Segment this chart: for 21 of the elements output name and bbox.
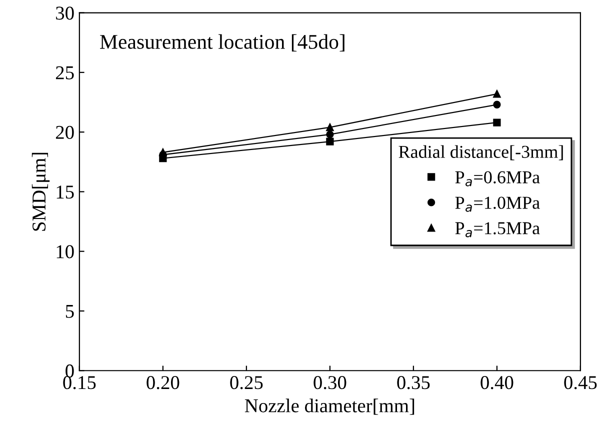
x-tick-label: 0.45: [564, 376, 597, 390]
y-tick-label: 20: [56, 126, 74, 139]
x-tick-label: 0.35: [397, 376, 430, 390]
y-tick-label: 5: [66, 304, 74, 318]
x-tick-label: 0.30: [314, 376, 346, 390]
y-tick-label: 25: [56, 66, 74, 80]
legend-label: P$_{a}$=1.0MPa: [455, 196, 540, 212]
x-tick-label: 0.25: [230, 376, 263, 390]
annotation: Measurement location [45do]: [100, 34, 344, 52]
y-tick-label: 30: [56, 6, 74, 20]
x-tick-label: 0.15: [63, 376, 96, 390]
y-tick-label: 15: [56, 186, 74, 199]
y-tick-label: 0: [66, 364, 74, 378]
x-tick-label: 0.20: [146, 376, 180, 390]
y-axis-title: SMD[μm]: [32, 152, 50, 231]
y-tick-label: 10: [56, 245, 74, 258]
x-axis-title: Nozzle diameter[mm]: [244, 398, 414, 415]
x-tick-label: 0.40: [480, 376, 514, 390]
legend-label: P$_{a}$=1.5MPa: [455, 222, 540, 238]
legend-title: Radial distance[-3mm]: [398, 145, 563, 160]
legend-label: P$_{a}$=0.6MPa: [455, 171, 540, 186]
